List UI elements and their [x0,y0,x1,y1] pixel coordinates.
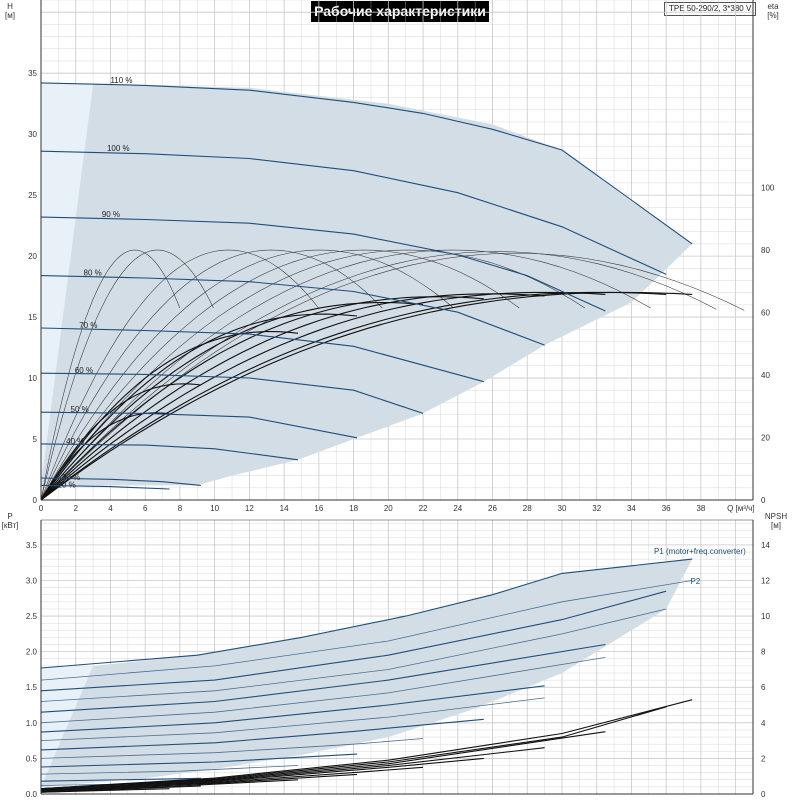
x-tick-label: 28 [523,504,532,513]
x-tick-label: 14 [280,504,289,513]
npsh-tick-label: 12 [761,576,770,585]
y2-tick-label: 20 [761,434,770,443]
y-tick-label: 25 [28,191,37,200]
y-tick-label: 10 [28,374,37,383]
operating-envelope [41,83,692,486]
x-tick-label: 12 [245,504,254,513]
y2-tick-label: 100 [761,184,775,193]
speed-label-4: 70 % [79,321,97,330]
y-axis-label: H [м] [5,2,15,20]
npsh-tick-label: 8 [761,648,766,657]
x-tick-label: 22 [419,504,428,513]
x-tick-label: 34 [627,504,636,513]
y-tick-label: 15 [28,313,37,322]
p-tick-label: 0.0 [26,790,38,799]
power-npsh-panel: 0.0 0.5 1.0 1.5 2.0 2.5 3.0 3.5 0 2 4 6 8 10 12 14 P [кВт… [2,512,788,799]
p-tick-label: 1.0 [26,719,38,728]
speed-label-6: 50 % [71,405,89,414]
p1-series-label: P1 (motor+freq.converter) [654,547,746,556]
speed-label-7: 40 % [66,437,84,446]
x-tick-label: 2 [74,504,79,513]
p-tick-label: 0.5 [26,754,38,763]
npsh-tick-label: 6 [761,683,766,692]
x-tick-label: 24 [453,504,462,513]
p-tick-label: 1.5 [26,683,38,692]
p-tick-label: 2.0 [26,648,38,657]
x-tick-label: 0 [39,504,44,513]
y-tick-label: 30 [28,130,37,139]
p-axis-label: P [кВт] [2,512,19,530]
speed-label-2: 90 % [102,210,120,219]
x-tick-label: 18 [349,504,358,513]
npsh-tick-label: 0 [761,790,766,799]
speed-label-0: 110 % [110,76,132,85]
x-tick-label: 32 [592,504,601,513]
y2-tick-label: 60 [761,309,770,318]
y2-tick-label: 80 [761,246,770,255]
x-tick-label: 6 [143,504,148,513]
x-tick-label: 4 [108,504,113,513]
speed-label-9: 20 % [57,480,75,489]
y2-tick-label: 0 [761,496,766,505]
speed-label-5: 60 % [75,366,93,375]
speed-label-3: 80 % [84,269,102,278]
x-tick-label: 10 [210,504,219,513]
head-efficiency-panel: 110 %100 %90 %80 %70 %60 %50 %40 %30 %20… [5,0,779,513]
x-axis-label: Q [м³/ч] [727,504,754,513]
y2-axis-label: eta [%] [767,2,779,20]
y-tick-label: 20 [28,252,37,261]
p-tick-label: 3.5 [26,541,38,550]
p-tick-label: 3.0 [26,576,38,585]
x-tick-label: 8 [178,504,183,513]
speed-label-1: 100 % [107,144,130,153]
npsh-tick-label: 14 [761,541,770,550]
x-tick-label: 20 [384,504,393,513]
y-tick-label: 5 [33,435,38,444]
p2-series-label: P2 [690,577,700,586]
x-tick-label: 38 [696,504,705,513]
npsh-tick-label: 10 [761,612,770,621]
npsh-axis-label: NPSH [м] [765,512,787,530]
x-tick-label: 30 [558,504,567,513]
npsh-tick-label: 4 [761,719,766,728]
x-tick-label: 16 [314,504,323,513]
x-tick-label: 36 [662,504,671,513]
y2-tick-label: 40 [761,371,770,380]
y-tick-label: 0 [33,496,38,505]
y-tick-label: 35 [28,69,37,78]
npsh-tick-label: 2 [761,754,766,763]
p-tick-label: 2.5 [26,612,38,621]
x-tick-label: 26 [488,504,497,513]
